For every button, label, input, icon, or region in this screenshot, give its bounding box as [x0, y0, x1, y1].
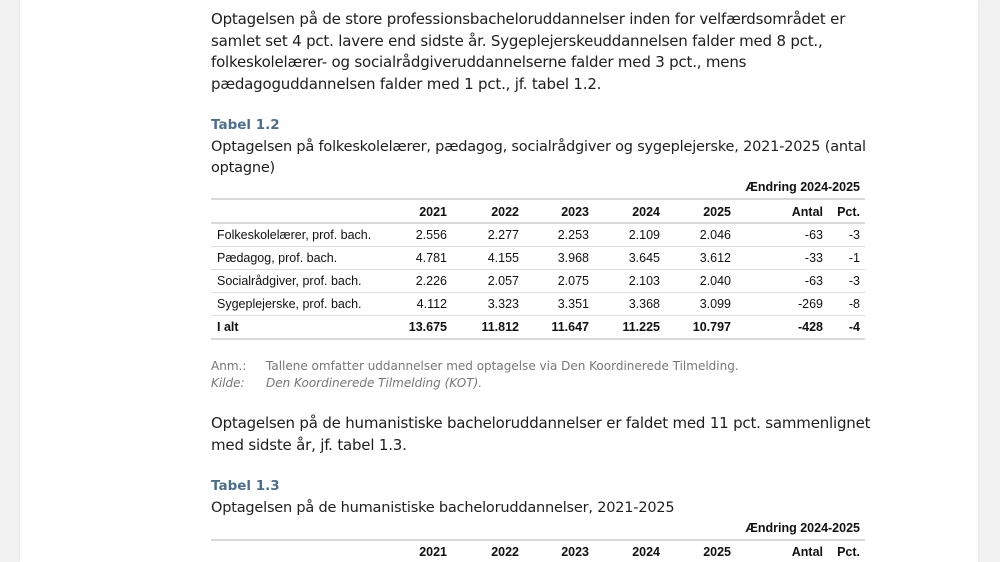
cell: 2.057	[487, 274, 519, 288]
table-1-2-caption: Optagelsen på folkeskolelærer, pædagog, …	[211, 139, 866, 176]
cell: -428	[797, 320, 823, 334]
cell: 4.112	[416, 297, 447, 311]
source-key: Kilde:	[211, 376, 245, 390]
cell: 2.277	[487, 228, 519, 242]
paragraph-2: Optagelsen på de humanistiske bachelorud…	[211, 414, 871, 454]
col-header: Pct.	[837, 205, 860, 219]
cell: 2.556	[415, 228, 447, 242]
cell: 10.797	[692, 320, 731, 334]
row-label: I alt	[217, 320, 239, 334]
note-key: Anm.:	[211, 359, 247, 373]
divider	[211, 539, 865, 541]
row-divider	[211, 246, 865, 247]
cell: 4.781	[415, 251, 447, 265]
cell: 3.645	[628, 251, 660, 265]
row-divider	[211, 315, 865, 316]
cell: -1	[848, 251, 860, 265]
col-header: 2022	[491, 205, 519, 219]
row-label: Sygeplejerske, prof. bach.	[217, 297, 362, 311]
cell: 2.253	[557, 228, 589, 242]
col-header: 2023	[561, 545, 589, 559]
col-header: Pct.	[837, 545, 860, 559]
col-header: 2021	[419, 205, 447, 219]
cell: 13.675	[408, 320, 447, 334]
table-row: Sygeplejerske, prof. bach. 4.112 3.323 3.35…	[211, 294, 865, 314]
cell: -3	[848, 274, 860, 288]
cell: 2.226	[415, 274, 447, 288]
table-header-row: 2021 2022 2023 2024 2025 Antal Pct.	[211, 202, 865, 222]
col-header: Antal	[791, 545, 823, 559]
cell: 3.351	[557, 297, 589, 311]
table-1-3-label: Tabel 1.3	[211, 478, 280, 494]
paragraph-1: Optagelsen på de store professionsbachel…	[211, 10, 846, 93]
col-header: 2023	[561, 205, 589, 219]
col-header: 2022	[491, 545, 519, 559]
cell: 11.647	[551, 320, 589, 334]
table-header-row: 2021 2022 2023 2024 2025 Antal Pct.	[211, 542, 865, 562]
note-text: Tallene omfatter uddannelser med optagel…	[266, 359, 739, 373]
document-page	[20, 0, 978, 562]
cell: 3.968	[557, 251, 589, 265]
cell: -63	[804, 274, 823, 288]
col-header: 2025	[703, 205, 731, 219]
divider	[211, 338, 865, 340]
cell: 11.812	[481, 320, 519, 334]
cell: 2.103	[628, 274, 660, 288]
table-1-2-label: Tabel 1.2	[211, 117, 280, 133]
cell: 2.109	[628, 228, 660, 242]
cell: -33	[804, 251, 823, 265]
cell: -3	[848, 228, 860, 242]
cell: 2.075	[557, 274, 589, 288]
row-label: Socialrådgiver, prof. bach.	[217, 274, 362, 288]
table-1-3-caption: Optagelsen på de humanistiske bachelorud…	[211, 500, 675, 516]
row-divider	[211, 269, 865, 270]
cell: 11.225	[622, 320, 660, 334]
cell: 4.155	[487, 251, 519, 265]
row-divider	[211, 292, 865, 293]
cell: 3.323	[487, 297, 519, 311]
cell: -269	[797, 297, 823, 311]
col-header: 2021	[419, 545, 447, 559]
change-header: Ændring 2024-2025	[745, 521, 860, 535]
table-1-2: Ændring 2024-2025 2021 2022 2023 2024 20…	[211, 178, 865, 343]
divider	[211, 222, 865, 224]
row-label: Folkeskolelærer, prof. bach.	[217, 228, 372, 242]
cell: -63	[804, 228, 823, 242]
table-notes: Anm.: Tallene omfatter uddannelser med op…	[211, 358, 739, 392]
col-header: Antal	[791, 205, 823, 219]
cell: -8	[848, 297, 860, 311]
cell: 3.612	[699, 251, 731, 265]
row-label: Pædagog, prof. bach.	[217, 251, 338, 265]
col-header: 2024	[632, 545, 660, 559]
cell: 3.368	[628, 297, 660, 311]
source-text: Den Koordinerede Tilmelding (KOT).	[266, 376, 483, 390]
table-row: Pædagog, prof. bach. 4.781 4.155 3.968 3.645…	[211, 248, 865, 268]
cell: -4	[848, 320, 860, 334]
col-header: 2024	[632, 205, 660, 219]
table-row: Socialrådgiver, prof. bach. 2.226 2.057 2.0…	[211, 271, 865, 291]
table-total-row: I alt 13.675 11.812 11.647 11.225 10.797 -428 -…	[211, 317, 865, 337]
cell: 2.040	[699, 274, 731, 288]
table-row: Folkeskolelærer, prof. bach. 2.556 2.277 2.…	[211, 225, 865, 245]
table-1-3: Ændring 2024-2025 2021 2022 2023 2024 20…	[211, 519, 865, 562]
change-header: Ændring 2024-2025	[745, 180, 860, 194]
cell: 3.099	[699, 297, 731, 311]
cell: 2.046	[699, 228, 731, 242]
divider	[211, 198, 865, 200]
col-header: 2025	[703, 545, 731, 559]
